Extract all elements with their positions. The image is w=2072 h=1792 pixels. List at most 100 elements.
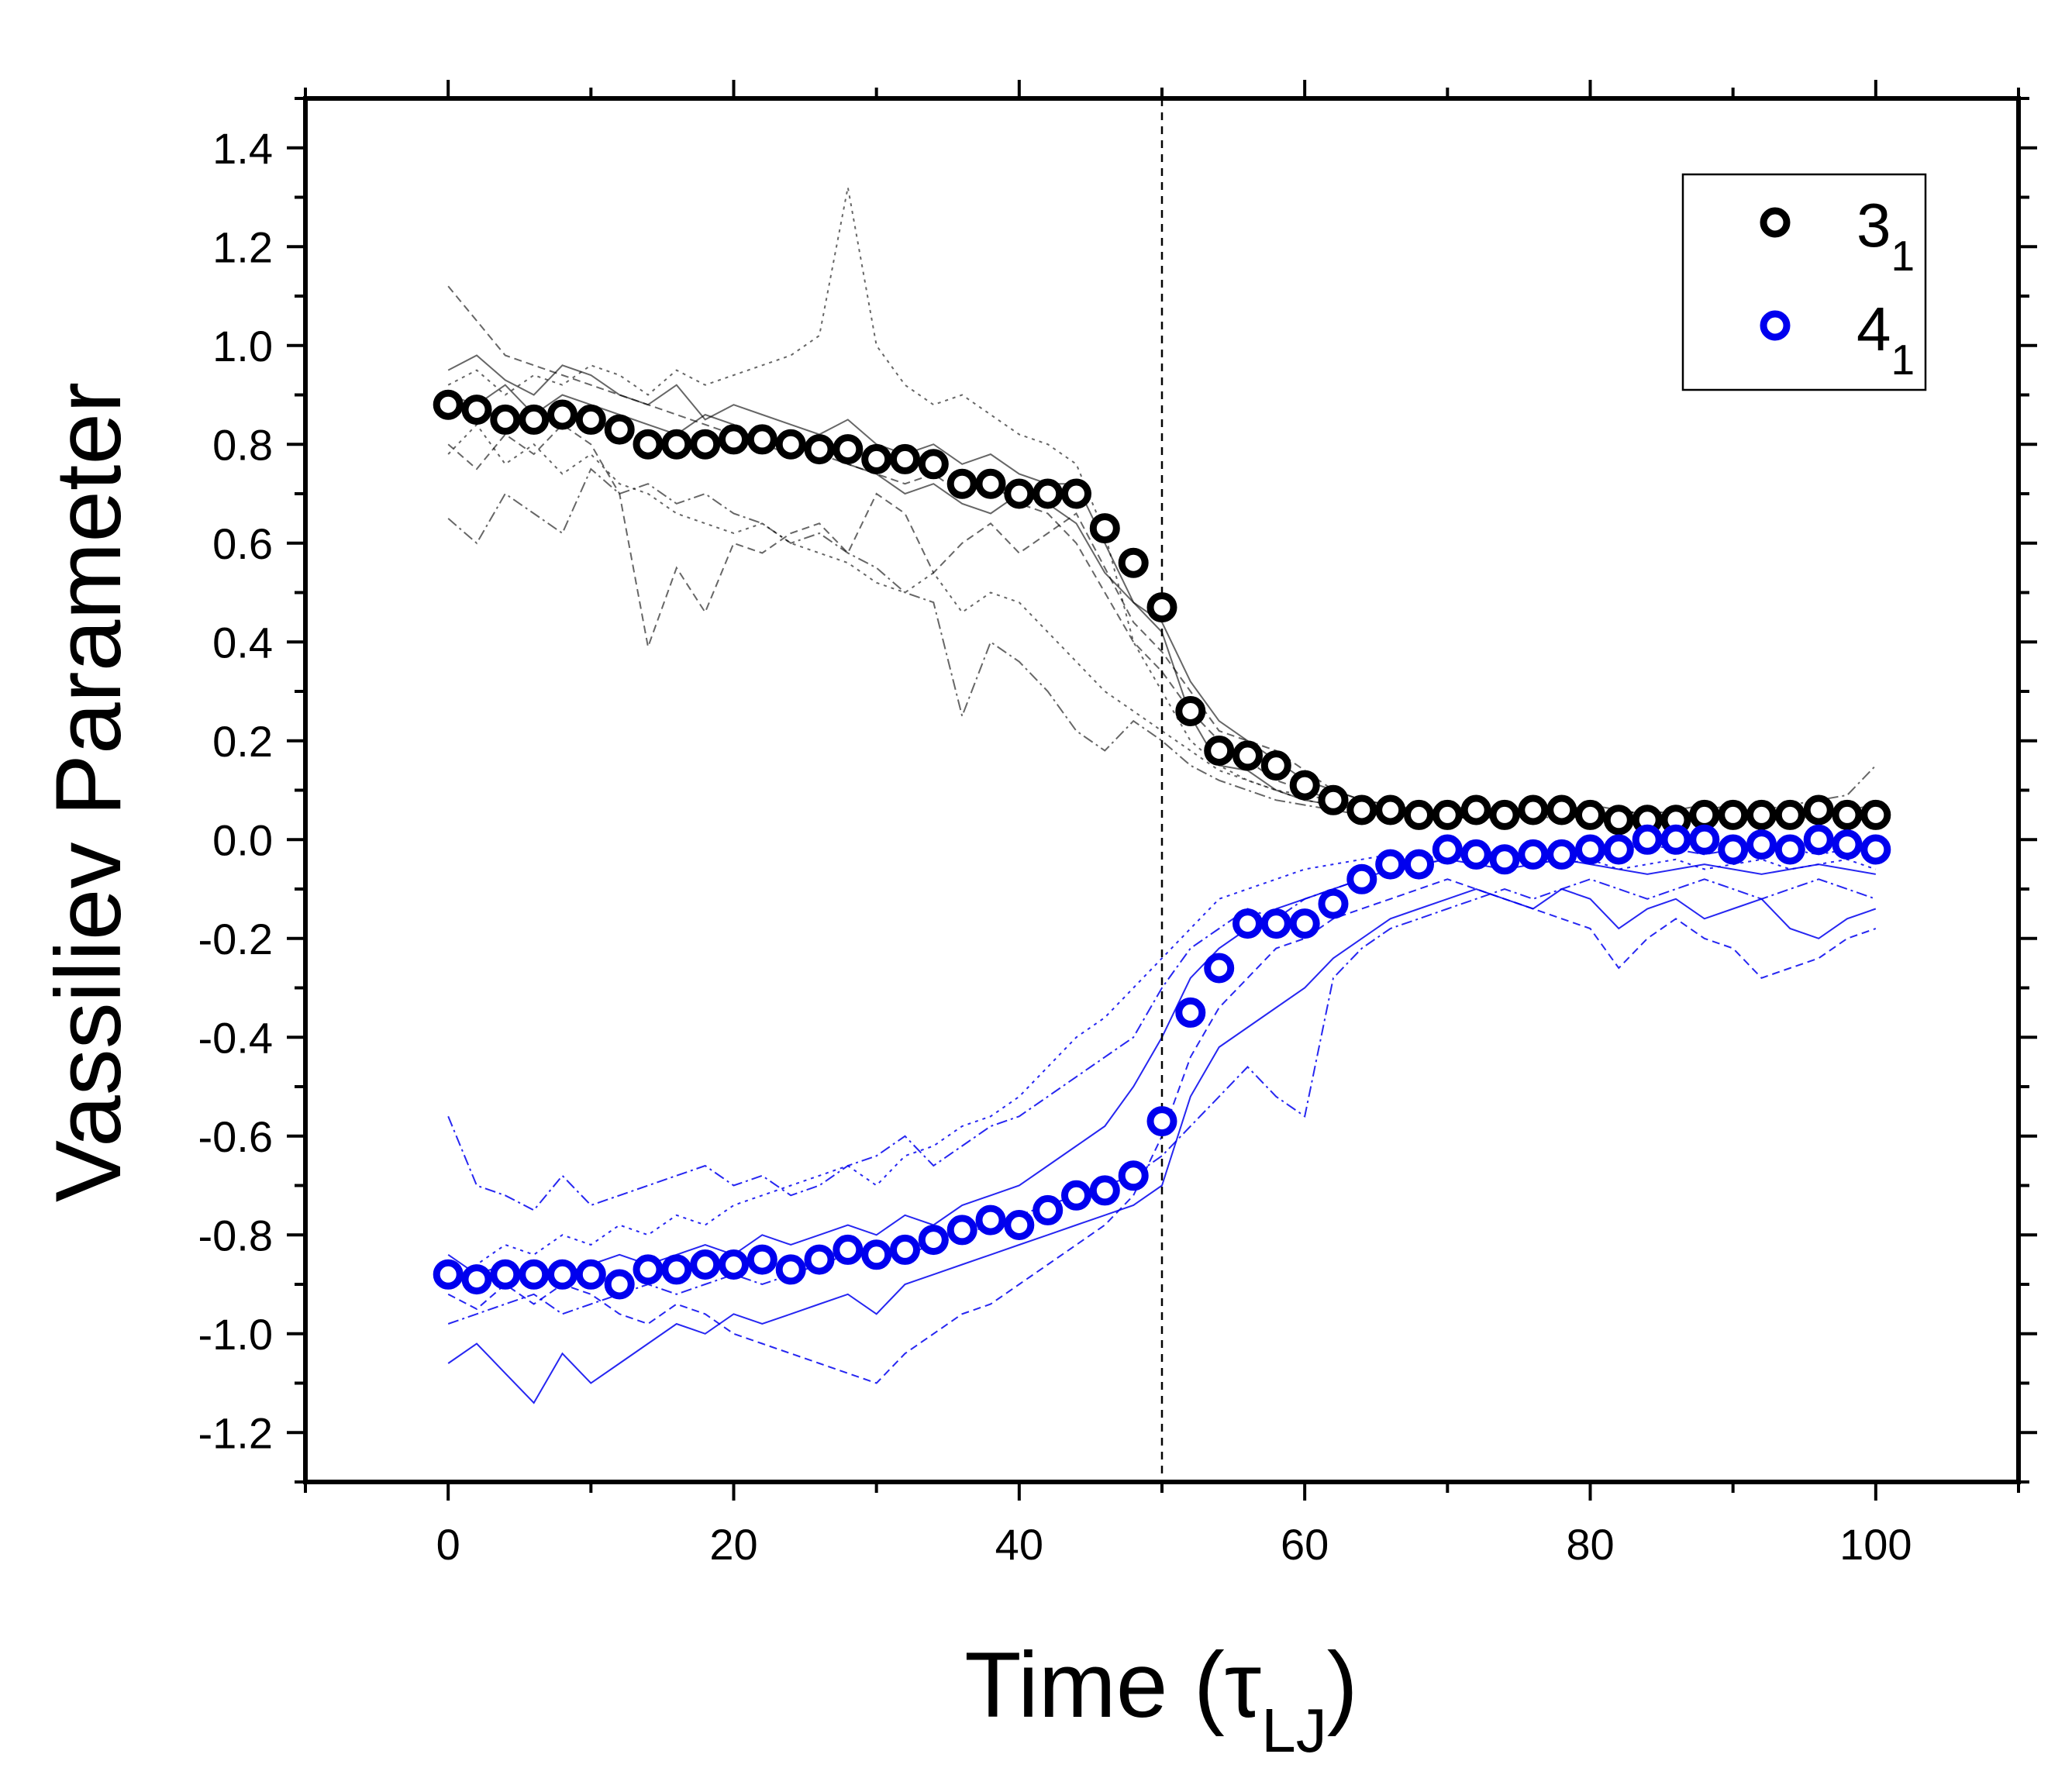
y-tick-label: 1.2 [212, 222, 273, 271]
data-point-4-1 [804, 1244, 835, 1275]
x-axis-title-close: ) [1327, 1633, 1358, 1737]
y-tick-label: 1.0 [212, 322, 273, 370]
y-tick-label: 0.0 [212, 815, 273, 864]
data-point-4-1 [1774, 834, 1805, 865]
data-point-3-1 [1204, 736, 1235, 766]
data-point-3-1 [775, 429, 806, 460]
data-point-4-1 [1033, 1194, 1064, 1225]
data-point-3-1 [1004, 478, 1035, 509]
x-tick-label: 60 [1281, 1520, 1329, 1569]
data-point-3-1 [1718, 799, 1749, 830]
data-point-3-1 [1689, 799, 1720, 830]
data-point-4-1 [1746, 829, 1777, 860]
data-point-4-1 [1204, 953, 1235, 984]
data-point-4-1 [490, 1259, 521, 1290]
data-point-4-1 [1432, 834, 1463, 865]
data-point-3-1 [1603, 805, 1634, 836]
data-point-4-1 [1061, 1180, 1091, 1211]
data-point-3-1 [833, 434, 864, 465]
trace-line [447, 878, 1877, 1325]
y-tick-label: 1.4 [212, 124, 273, 173]
data-point-4-1 [1175, 997, 1206, 1028]
data-point-3-1 [1832, 799, 1863, 830]
x-axis-title: Time (τLJ) [964, 1633, 1357, 1765]
data-point-3-1 [519, 404, 550, 435]
data-point-4-1 [1832, 829, 1863, 860]
trace-line [447, 843, 1876, 1211]
data-point-3-1 [946, 468, 977, 499]
data-point-3-1 [661, 429, 692, 460]
y-axis-title: Vassiliev Parameter [36, 382, 140, 1202]
data-point-4-1 [1089, 1175, 1120, 1206]
data-point-3-1 [746, 424, 777, 455]
data-point-3-1 [1289, 770, 1320, 801]
x-tick-label: 100 [1839, 1520, 1912, 1569]
data-point-3-1 [719, 424, 749, 455]
data-point-4-1 [1489, 844, 1520, 875]
data-point-3-1 [1175, 696, 1206, 726]
data-point-4-1 [575, 1259, 606, 1290]
data-point-4-1 [690, 1249, 721, 1280]
data-point-4-1 [1689, 824, 1720, 855]
y-tick-label: 0.8 [212, 420, 273, 469]
y-tick-label: -1.2 [198, 1408, 274, 1457]
y-tick-label: -0.6 [198, 1112, 274, 1161]
data-point-4-1 [1118, 1160, 1149, 1191]
data-point-4-1 [890, 1234, 920, 1265]
data-point-4-1 [1803, 824, 1834, 855]
y-tick-label: -0.4 [198, 1013, 274, 1062]
data-point-4-1 [433, 1259, 464, 1290]
data-point-4-1 [1260, 908, 1291, 939]
data-point-4-1 [1603, 834, 1634, 865]
data-point-3-1 [690, 429, 721, 460]
legend: 31 41 [1681, 173, 1927, 391]
y-tick-label: -0.2 [198, 915, 274, 963]
data-point-4-1 [833, 1234, 864, 1265]
data-point-3-1 [1575, 799, 1605, 830]
data-point-3-1 [1746, 799, 1777, 830]
data-point-4-1 [975, 1204, 1006, 1235]
legend-label-4-1: 41 [1857, 295, 1915, 384]
data-point-3-1 [633, 429, 664, 460]
data-point-4-1 [775, 1254, 806, 1285]
data-point-3-1 [1489, 799, 1520, 830]
data-point-3-1 [1546, 794, 1577, 825]
data-point-3-1 [861, 443, 892, 474]
data-point-3-1 [975, 468, 1006, 499]
data-point-4-1 [519, 1259, 550, 1290]
legend-box [1681, 173, 1927, 391]
x-tick-label: 20 [709, 1520, 757, 1569]
data-point-4-1 [1318, 888, 1349, 919]
x-axis-title-sub: LJ [1261, 1696, 1327, 1765]
data-point-3-1 [490, 404, 521, 435]
data-point-4-1 [1233, 908, 1263, 939]
data-point-3-1 [604, 414, 635, 445]
legend-marker-3-1 [1760, 207, 1791, 238]
data-point-3-1 [575, 404, 606, 435]
data-point-4-1 [1460, 839, 1491, 870]
data-point-3-1 [461, 395, 492, 426]
data-point-4-1 [1546, 839, 1577, 870]
data-point-3-1 [1860, 799, 1891, 830]
data-point-4-1 [1660, 824, 1691, 855]
axis-ticks [287, 80, 2037, 1501]
data-point-4-1 [946, 1215, 977, 1246]
data-point-4-1 [746, 1244, 777, 1275]
data-point-4-1 [661, 1254, 692, 1285]
data-point-4-1 [1289, 908, 1320, 939]
data-point-4-1 [1718, 834, 1749, 865]
data-point-3-1 [1774, 799, 1805, 830]
data-point-3-1 [1803, 794, 1834, 825]
data-point-4-1 [1404, 849, 1434, 880]
data-point-3-1 [1118, 547, 1149, 578]
data-point-3-1 [1033, 478, 1064, 509]
data-point-4-1 [1518, 839, 1549, 870]
data-point-3-1 [1460, 794, 1491, 825]
data-point-3-1 [918, 449, 949, 480]
data-point-4-1 [1375, 849, 1406, 880]
data-point-4-1 [604, 1269, 635, 1300]
data-point-3-1 [804, 434, 835, 465]
data-point-3-1 [890, 443, 920, 474]
y-tick-label: 0.6 [212, 519, 273, 568]
